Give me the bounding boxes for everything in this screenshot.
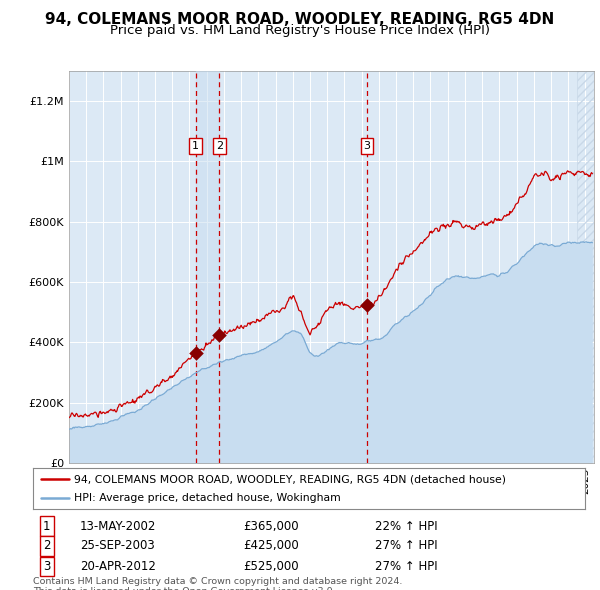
Text: HPI: Average price, detached house, Wokingham: HPI: Average price, detached house, Woki…	[74, 493, 341, 503]
Point	[191, 348, 200, 358]
Text: 1: 1	[192, 141, 199, 151]
Text: Contains HM Land Registry data © Crown copyright and database right 2024.
This d: Contains HM Land Registry data © Crown c…	[33, 577, 403, 590]
Text: £425,000: £425,000	[243, 539, 299, 552]
Text: 27% ↑ HPI: 27% ↑ HPI	[375, 539, 438, 552]
Text: 25-SEP-2003: 25-SEP-2003	[80, 539, 155, 552]
Text: 27% ↑ HPI: 27% ↑ HPI	[375, 560, 438, 573]
Text: £365,000: £365,000	[243, 520, 298, 533]
Text: 1: 1	[43, 520, 50, 533]
Bar	[196, 71, 219, 463]
Text: 22% ↑ HPI: 22% ↑ HPI	[375, 520, 438, 533]
Text: 94, COLEMANS MOOR ROAD, WOODLEY, READING, RG5 4DN: 94, COLEMANS MOOR ROAD, WOODLEY, READING…	[46, 12, 554, 27]
Text: £525,000: £525,000	[243, 560, 298, 573]
Text: Price paid vs. HM Land Registry's House Price Index (HPI): Price paid vs. HM Land Registry's House …	[110, 24, 490, 37]
Text: 2: 2	[216, 141, 223, 151]
Text: 20-APR-2012: 20-APR-2012	[80, 560, 156, 573]
Text: 2: 2	[43, 539, 50, 552]
Point	[362, 300, 371, 309]
Text: 3: 3	[43, 560, 50, 573]
Text: 13-MAY-2002: 13-MAY-2002	[80, 520, 156, 533]
Text: 3: 3	[363, 141, 370, 151]
Point	[214, 330, 224, 340]
Text: 94, COLEMANS MOOR ROAD, WOODLEY, READING, RG5 4DN (detached house): 94, COLEMANS MOOR ROAD, WOODLEY, READING…	[74, 474, 506, 484]
